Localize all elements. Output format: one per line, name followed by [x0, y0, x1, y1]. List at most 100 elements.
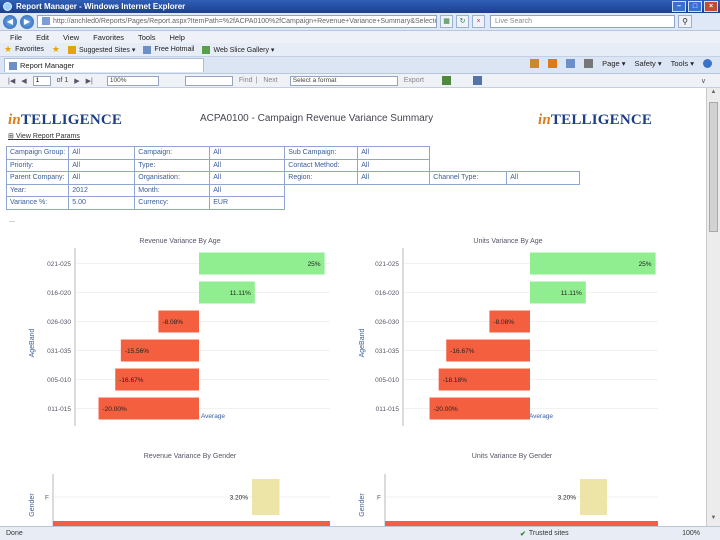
close-button[interactable]: × — [704, 1, 718, 12]
category-tick-label: 005-010 — [47, 377, 71, 384]
intelligence-logo-right: inTELLIGENCE — [538, 112, 653, 128]
tab-label: Report Manager — [20, 61, 75, 70]
refresh-report-icon[interactable] — [441, 76, 451, 85]
url-text: http://anchled0/Reports/Pages/Report.asp… — [53, 18, 436, 25]
menu-tools[interactable]: Tools — [138, 32, 156, 42]
next-page-icon[interactable]: ▶ — [74, 77, 80, 85]
chart-title: Revenue Variance By Gender — [144, 453, 237, 460]
zoom-level[interactable]: 100% — [682, 530, 700, 537]
refresh-button[interactable]: ↻ — [456, 15, 469, 28]
first-page-icon[interactable]: |◀ — [8, 77, 16, 85]
menu-edit[interactable]: Edit — [36, 32, 50, 42]
category-tick-label: 031-035 — [47, 348, 71, 355]
bar — [530, 252, 656, 275]
bar — [429, 397, 530, 420]
report-title: ACPA0100 - Campaign Revenue Variance Sum… — [200, 113, 434, 124]
window-controls: – □ × — [672, 1, 718, 12]
bar — [580, 479, 608, 515]
help-icon[interactable] — [703, 59, 712, 68]
toolbar-collapse-icon[interactable]: ∨ — [700, 77, 706, 85]
category-tick-label: 021-025 — [47, 261, 71, 268]
export-link[interactable]: Export — [403, 77, 424, 84]
menu-favorites[interactable]: Favorites — [93, 32, 124, 42]
search-icon[interactable]: ⚲ — [678, 15, 692, 28]
bar — [199, 252, 325, 275]
data-label: 3.20% — [558, 495, 577, 502]
tools-menu[interactable]: Tools ▾ — [670, 59, 694, 68]
mail-icon[interactable] — [566, 59, 576, 68]
table-row: Parent Company: All Organisation: All Re… — [5, 171, 581, 185]
forward-button[interactable]: ▶ — [20, 14, 34, 29]
minimize-button[interactable]: – — [672, 1, 686, 12]
data-label: -16.67% — [450, 348, 474, 355]
scrollbar-thumb[interactable] — [709, 102, 718, 232]
table-row: Year: 2012 Month: All — [5, 183, 580, 197]
menu-file[interactable]: File — [10, 32, 23, 42]
add-favorite-icon[interactable]: ★ — [51, 44, 60, 54]
security-zone[interactable]: ✔ Trusted sites — [520, 530, 610, 538]
page-number-input[interactable] — [32, 75, 51, 86]
print-report-icon[interactable] — [472, 76, 482, 85]
collapse-params-icon: ⊞ — [8, 133, 14, 140]
bar — [199, 281, 255, 304]
report-page: inTELLIGENCE ACPA0100 - Campaign Revenue… — [0, 88, 706, 526]
url-field[interactable]: http://anchled0/Reports/Pages/Report.asp… — [37, 15, 437, 28]
web-slice-gallery-link[interactable]: Web Slice Gallery ▾ — [202, 45, 274, 54]
scroll-down-icon[interactable]: ▼ — [710, 515, 717, 521]
home-icon[interactable] — [530, 59, 540, 68]
stop-button[interactable]: × — [472, 15, 485, 28]
param-value: EUR — [209, 196, 286, 210]
data-label: 11.11% — [561, 290, 582, 297]
category-tick-label: 026-030 — [375, 319, 399, 326]
menu-view[interactable]: View — [63, 32, 80, 42]
page-count: of 1 — [56, 77, 69, 84]
find-input[interactable] — [184, 75, 233, 86]
category-tick-label: 011-015 — [48, 406, 72, 413]
maximize-button[interactable]: □ — [688, 1, 702, 12]
print-icon[interactable] — [584, 59, 594, 68]
last-page-icon[interactable]: ▶| — [85, 77, 93, 85]
category-tick-label: 021-025 — [375, 261, 399, 268]
favorites-button[interactable]: ★ Favorites — [4, 44, 44, 55]
chart-title: Revenue Variance By Age — [139, 238, 220, 245]
page-icon — [42, 17, 50, 25]
data-label: -16.67% — [119, 377, 143, 384]
safety-menu[interactable]: Safety ▾ — [634, 59, 662, 68]
category-tick-label: 031-035 — [375, 348, 399, 355]
bar — [385, 521, 658, 526]
category-tick-label: F — [377, 495, 381, 502]
previous-page-icon[interactable]: ◀ — [21, 77, 27, 85]
menu-bar: File Edit View Favorites Tools Help — [0, 31, 720, 43]
category-tick-label: 016-020 — [47, 290, 71, 297]
suggested-sites-link[interactable]: Suggested Sites ▾ — [67, 45, 135, 54]
table-row: Variance %: 5.00 Currency: EUR — [5, 196, 580, 210]
back-button[interactable]: ◀ — [3, 14, 17, 29]
tab-report-manager[interactable]: Report Manager — [4, 58, 204, 72]
intelligence-logo: inTELLIGENCE — [8, 112, 123, 128]
menu-help[interactable]: Help — [169, 32, 185, 42]
zoom-select[interactable]: 100% — [106, 75, 159, 86]
data-label: -20.00% — [103, 406, 127, 413]
export-format-select[interactable]: Select a format — [289, 75, 398, 86]
feeds-icon[interactable] — [548, 59, 558, 68]
page-menu[interactable]: Page ▾ — [602, 59, 626, 68]
favorites-label: Favorites — [15, 46, 44, 53]
status-bar: Done ✔ Trusted sites 100% — [0, 526, 720, 540]
category-tick-label: F — [45, 495, 49, 502]
chart-title: Units Variance By Age — [473, 238, 542, 245]
view-report-params-link[interactable]: ⊞ View Report Params — [8, 132, 80, 140]
vertical-scrollbar[interactable]: ▲ ▼ — [706, 88, 720, 526]
table-row: Campaign Group: All Campaign: All Sub Ca… — [5, 146, 580, 160]
find-link[interactable]: Find — [238, 77, 253, 84]
compatibility-view-button[interactable]: ▦ — [440, 15, 453, 28]
free-hotmail-link[interactable]: Free Hotmail — [143, 45, 195, 54]
security-zone-label: Trusted sites — [528, 530, 569, 537]
free-hotmail-label: Free Hotmail — [154, 46, 195, 53]
window-title: Report Manager - Windows Internet Explor… — [16, 2, 186, 11]
next-link[interactable]: Next — [263, 77, 278, 84]
report-params-table: Campaign Group: All Campaign: All Sub Ca… — [5, 146, 581, 210]
bar — [158, 310, 199, 333]
report-manager-tab-icon — [9, 61, 17, 70]
scroll-up-icon[interactable]: ▲ — [710, 89, 717, 95]
live-search-input[interactable]: Live Search — [490, 15, 675, 28]
